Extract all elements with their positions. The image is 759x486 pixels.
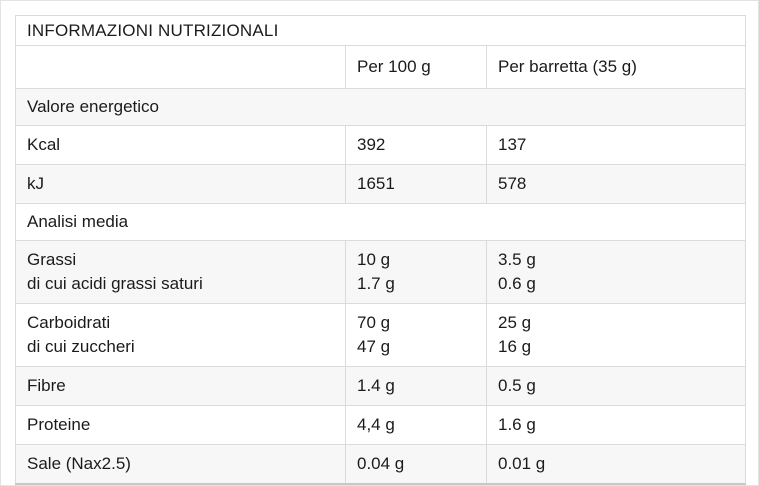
value-per-100g: 4,4 g <box>345 405 487 445</box>
table-title-row: INFORMAZIONI NUTRIZIONALI <box>15 15 746 46</box>
value-line: 47 g <box>357 337 391 356</box>
value-per-100g: 0.04 g <box>345 444 487 485</box>
row-label: Sale (Nax2.5) <box>15 444 346 485</box>
row-proteine: Proteine 4,4 g 1.6 g <box>15 405 746 445</box>
row-kj: kJ 1651 578 <box>15 164 746 204</box>
value-line: 0.6 g <box>498 274 536 293</box>
row-sale: Sale (Nax2.5) 0.04 g 0.01 g <box>15 444 746 485</box>
row-label: Carboidrati di cui zuccheri <box>15 303 346 367</box>
value-line: 70 g <box>357 313 391 332</box>
section-header-analisi-media: Analisi media <box>15 203 746 241</box>
value-per-100g: 392 <box>345 125 487 165</box>
row-grassi: Grassi di cui acidi grassi saturi 10 g 1… <box>15 240 746 304</box>
section-title: Valore energetico <box>15 88 746 126</box>
value-line: 1.7 g <box>357 274 395 293</box>
value-per-100g: 1.4 g <box>345 366 487 406</box>
value-per-100g: 1651 <box>345 164 487 204</box>
table-title: INFORMAZIONI NUTRIZIONALI <box>15 15 746 46</box>
value-per-barretta: 25 g 16 g <box>486 303 746 367</box>
row-label-line: Carboidrati <box>27 313 111 332</box>
row-label: Proteine <box>15 405 346 445</box>
value-per-100g: 10 g 1.7 g <box>345 240 487 304</box>
row-label: Grassi di cui acidi grassi saturi <box>15 240 346 304</box>
column-header-per-100g: Per 100 g <box>345 45 487 89</box>
row-sublabel-line: di cui acidi grassi saturi <box>27 274 203 293</box>
value-line: 10 g <box>357 250 391 269</box>
value-per-barretta: 0.5 g <box>486 366 746 406</box>
row-label-line: Grassi <box>27 250 77 269</box>
row-label: Kcal <box>15 125 346 165</box>
value-per-barretta: 578 <box>486 164 746 204</box>
value-per-barretta: 3.5 g 0.6 g <box>486 240 746 304</box>
value-line: 16 g <box>498 337 532 356</box>
row-label: kJ <box>15 164 346 204</box>
row-fibre: Fibre 1.4 g 0.5 g <box>15 366 746 406</box>
row-kcal: Kcal 392 137 <box>15 125 746 165</box>
section-header-valore-energetico: Valore energetico <box>15 88 746 126</box>
row-sublabel-line: di cui zuccheri <box>27 337 135 356</box>
column-header-row: Per 100 g Per barretta (35 g) <box>15 45 746 89</box>
value-per-100g: 70 g 47 g <box>345 303 487 367</box>
section-title: Analisi media <box>15 203 746 241</box>
row-carboidrati: Carboidrati di cui zuccheri 70 g 47 g 25… <box>15 303 746 367</box>
value-line: 25 g <box>498 313 532 332</box>
column-header-empty <box>15 45 346 89</box>
value-per-barretta: 137 <box>486 125 746 165</box>
value-line: 3.5 g <box>498 250 536 269</box>
nutrition-table: INFORMAZIONI NUTRIZIONALI Per 100 g Per … <box>15 15 746 485</box>
value-per-barretta: 0.01 g <box>486 444 746 485</box>
value-per-barretta: 1.6 g <box>486 405 746 445</box>
column-header-per-barretta: Per barretta (35 g) <box>486 45 746 89</box>
row-label: Fibre <box>15 366 346 406</box>
